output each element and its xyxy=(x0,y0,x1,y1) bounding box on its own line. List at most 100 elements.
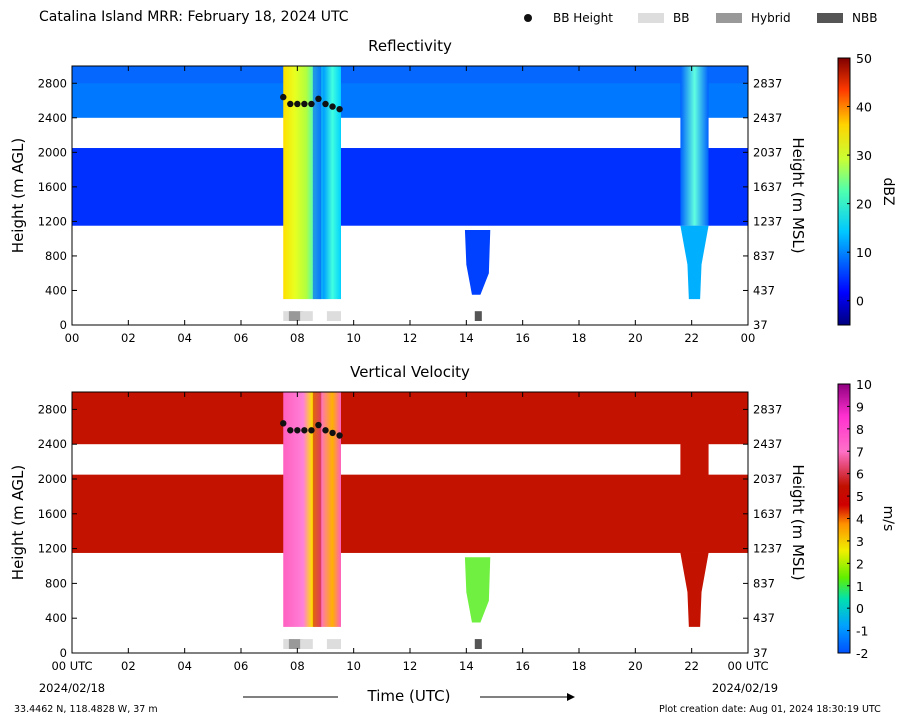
y2-axis-label: Height (m MSL) xyxy=(789,137,807,253)
x-tick-label: 20 xyxy=(628,331,643,345)
x-tick-label: 00 xyxy=(741,331,756,345)
y2-tick-label: 1237 xyxy=(753,542,782,556)
velocity-title: Vertical Velocity xyxy=(350,363,470,381)
bb-height-point xyxy=(315,421,322,429)
late-echo-tail xyxy=(680,552,709,627)
legend-label: BB xyxy=(673,11,690,25)
y-tick-label: 2000 xyxy=(38,472,67,486)
x-tick-label: 08 xyxy=(290,331,305,345)
y-tick-label: 2000 xyxy=(38,145,67,159)
y2-tick-label: 2437 xyxy=(753,437,782,451)
y-tick-label: 1200 xyxy=(38,214,67,228)
x-tick-label: 10 xyxy=(346,331,361,345)
y-tick-label: 0 xyxy=(60,318,67,332)
bb-height-point xyxy=(336,432,343,439)
x-tick-label: 22 xyxy=(684,331,699,345)
bb-height-marker-icon xyxy=(524,14,532,22)
reflectivity-panel: 0400800120016002000240028003743783712371… xyxy=(9,51,896,345)
bb-class-box xyxy=(288,639,303,649)
y-tick-label: 2800 xyxy=(38,402,67,416)
legend-label: NBB xyxy=(852,11,878,25)
y-tick-label: 1600 xyxy=(38,180,67,194)
hybrid-swatch-icon xyxy=(716,13,742,23)
rain-shaft-gap xyxy=(312,392,322,627)
colorbar-tick-label: 4 xyxy=(856,512,864,527)
y-tick-label: 400 xyxy=(45,283,67,297)
echo-layer-lower xyxy=(72,148,748,226)
y-tick-label: 1200 xyxy=(38,542,67,556)
x-tick-label: 06 xyxy=(234,659,249,673)
y2-tick-label: 1637 xyxy=(753,180,782,194)
bb-class-box xyxy=(326,311,341,321)
end-date-label: 2024/02/19 xyxy=(712,681,778,695)
x-tick-label: 14 xyxy=(459,659,474,673)
rain-shaft-gap xyxy=(312,66,322,300)
legend-label: Hybrid xyxy=(751,11,791,25)
y-tick-label: 2800 xyxy=(38,76,67,90)
nbb-swatch-icon xyxy=(817,13,843,23)
x-tick-label: 14 xyxy=(459,331,474,345)
colorbar-tick-label: -2 xyxy=(856,646,868,661)
y2-tick-label: 437 xyxy=(753,283,775,297)
y-tick-label: 1600 xyxy=(38,507,67,521)
bb-height-point xyxy=(329,103,336,110)
colorbar-tick-label: 5 xyxy=(856,489,864,504)
colorbar-tick-label: 20 xyxy=(856,197,872,212)
bb-height-point xyxy=(322,427,329,434)
y2-tick-label: 37 xyxy=(753,318,768,332)
y2-tick-label: 2437 xyxy=(753,111,782,125)
bb-height-point xyxy=(294,100,301,108)
legend-hybrid: Hybrid xyxy=(716,11,791,25)
location-text: 33.4462 N, 118.4828 W, 37 m xyxy=(14,704,158,715)
x-tick-label: 04 xyxy=(177,331,192,345)
colorbar-tick-label: 10 xyxy=(856,245,872,260)
x-tick-label: 16 xyxy=(515,331,530,345)
colorbar-tick-label: 30 xyxy=(856,148,872,163)
x-tick-label: 00 UTC xyxy=(51,659,92,673)
x-tick-label: 20 xyxy=(628,659,643,673)
bb-class-box xyxy=(288,311,303,321)
bb-height-point xyxy=(322,100,329,108)
x-tick-label: 16 xyxy=(515,659,530,673)
late-echo-tail xyxy=(680,225,709,300)
bb-height-point xyxy=(308,100,315,108)
bb-height-point xyxy=(287,100,294,108)
colorbar-tick-label: 2 xyxy=(856,556,864,571)
colorbar-tick-label: 1 xyxy=(856,579,864,594)
y-axis-label: Height (m AGL) xyxy=(9,465,27,580)
y2-tick-label: 837 xyxy=(753,249,775,263)
colorbar-tick-label: 7 xyxy=(856,444,864,459)
y-axis-label: Height (m AGL) xyxy=(9,138,27,253)
y2-tick-label: 37 xyxy=(753,646,768,660)
colorbar-tick-label: 50 xyxy=(856,51,872,66)
legend-bb: BB xyxy=(638,11,689,25)
y-tick-label: 0 xyxy=(60,646,67,660)
colorbar-tick-label: 8 xyxy=(856,422,864,437)
colorbar-tick-label: 0 xyxy=(856,601,864,616)
bb-class-box xyxy=(300,311,313,321)
bb-height-point xyxy=(336,105,343,113)
bb-height-point xyxy=(315,95,322,103)
y2-tick-label: 837 xyxy=(753,576,775,590)
legend-nbb: NBB xyxy=(817,11,877,25)
bb-height-point xyxy=(301,100,308,108)
bb-height-point xyxy=(308,427,315,434)
bb-class-box xyxy=(300,639,313,649)
x-tick-label: 06 xyxy=(234,331,249,345)
page-title: Catalina Island MRR: February 18, 2024 U… xyxy=(39,9,349,25)
colorbar-tick-label: 6 xyxy=(856,467,864,482)
x-tick-label: 18 xyxy=(572,331,587,345)
x-tick-label: 00 UTC xyxy=(727,659,768,673)
time-arrow-head xyxy=(567,693,575,701)
y-tick-label: 2400 xyxy=(38,437,67,451)
colorbar-tick-label: 3 xyxy=(856,534,864,549)
colorbar-tick-label: 40 xyxy=(856,100,872,115)
colorbar-label: dBZ xyxy=(880,177,896,205)
bb-height-point xyxy=(287,427,294,434)
x-tick-label: 12 xyxy=(403,659,418,673)
bb-height-point xyxy=(294,427,301,434)
bb-height-point xyxy=(280,420,287,427)
colorbar-tick-label: 9 xyxy=(856,399,864,414)
late-echo-column xyxy=(680,66,709,226)
bb-swatch-icon xyxy=(638,13,664,23)
